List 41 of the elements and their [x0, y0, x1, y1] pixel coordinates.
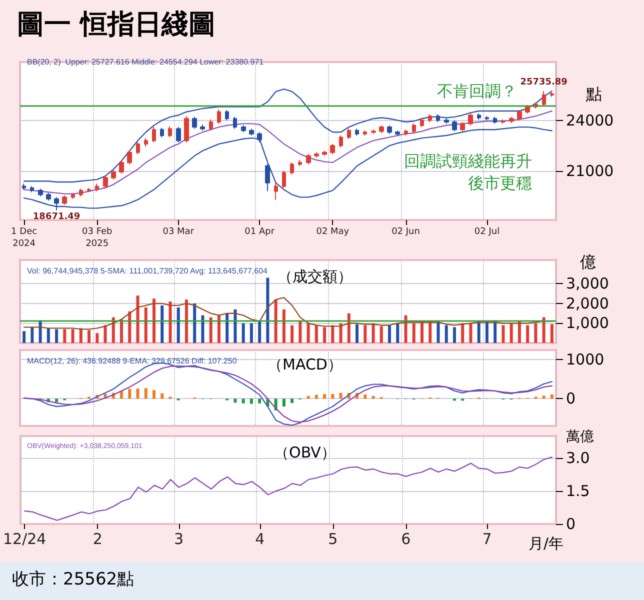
y-tick-label: 2,000: [566, 294, 609, 312]
annotation: 18671.49: [32, 212, 80, 222]
y-axis-title: 萬億: [566, 429, 594, 445]
x-tick-label: 02 Jun: [392, 227, 420, 237]
text: 收市：25562點: [12, 570, 134, 590]
y-tick-label: 0: [566, 515, 576, 533]
x-tick-label: 12/24: [2, 530, 46, 548]
y-tick-label: 24000: [566, 111, 614, 130]
x-tick-label: 3: [174, 530, 184, 548]
x-tick-label: 01 Apr: [244, 227, 275, 237]
annotation: 25735.89: [520, 77, 568, 88]
y-axis-title: 億: [580, 252, 596, 272]
annotation: 後市更穩: [468, 174, 532, 192]
y-tick-label: 3,000: [566, 274, 609, 293]
x-tick-label: 02 May: [316, 227, 350, 237]
x-tick-label: 5: [328, 530, 338, 548]
annotation: 回調試頸綫能再升: [404, 152, 532, 170]
x-tick-label: 03 Mar: [162, 227, 194, 237]
x-tick-label: 1 Dec 2024: [11, 227, 38, 249]
x-tick-label: 4: [255, 530, 265, 548]
chart-title: （MACD）: [268, 356, 342, 374]
chart-title: 圖一 恒指日綫圖: [17, 9, 216, 40]
text: MACD(12, 26): 436.92488 9-EMA: 329.67526 Diff: 107.250: [27, 356, 238, 366]
text: （OBV）: [274, 444, 336, 462]
text: （成交額）: [278, 268, 352, 286]
y-tick-label: 1.5: [566, 482, 590, 500]
x-tick-label: 03 Feb 2025: [82, 227, 113, 249]
y-tick-label: 21000: [566, 162, 614, 180]
y-tick-label: 1,000: [566, 314, 609, 332]
y-axis-title: 點: [585, 84, 602, 104]
y-tick-label: 0: [566, 390, 576, 408]
x-tick-label: 2: [92, 530, 102, 548]
text: Vol: 96,744,945,378 5-SMA: 111,001,739,720 Avg: 113,645,677,604: [27, 266, 268, 276]
chart-subtitle: BB(20, 2) Upper: 25727.616 Middle: 24554.294 Lower: 23380.971: [27, 58, 264, 66]
x-tick-label: 02 Jul: [474, 227, 500, 237]
y-tick-label: 1000: [566, 350, 604, 369]
x-tick-label: 7: [482, 530, 492, 548]
x-tick-label: 6: [401, 530, 411, 548]
annotation: 不肯回調？: [437, 82, 517, 100]
x-axis-title: 月/年: [528, 534, 564, 552]
y-tick-label: 3.0: [566, 449, 590, 467]
